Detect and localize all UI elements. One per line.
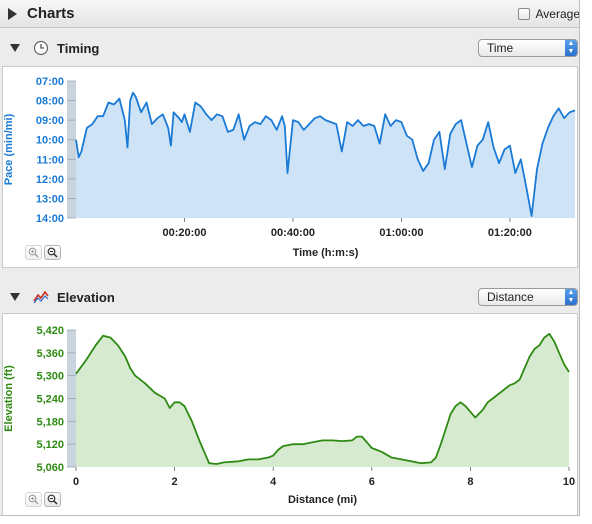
average-checkbox-group[interactable]: Average <box>517 7 580 21</box>
elevation-chart: 5,420 5,360 5,300 5,240 5,180 5,120 5,060 0 2 4 6 8… <box>3 325 575 506</box>
y-tick-label: 5,180 <box>36 416 64 428</box>
elevation-chart-panel: 5,420 5,360 5,300 5,240 5,180 5,120 5,060 0 2 4 6 8… <box>2 313 578 515</box>
y-tick-label: 09:00 <box>36 115 64 127</box>
y-tick-label: 13:00 <box>36 193 64 205</box>
y-tick-label: 10:00 <box>36 135 64 147</box>
zoom-out-icon[interactable] <box>44 245 61 260</box>
elevation-chart-icon <box>33 289 49 305</box>
collapse-triangle-icon[interactable] <box>10 293 20 301</box>
y-tick-label: 08:00 <box>36 96 64 108</box>
y-tick-label: 5,420 <box>36 325 64 337</box>
elevation-select-value: Distance <box>487 290 534 304</box>
axis-gutter <box>67 81 76 218</box>
x-tick-label: 0 <box>73 476 79 488</box>
x-tick-label: 10 <box>563 476 575 488</box>
charts-window: Charts Average Timing Time ▲ ▼ 07:00 08:00… <box>0 0 580 516</box>
x-tick-label: 00:40:00 <box>271 227 315 239</box>
timing-section-header: Timing Time ▲ ▼ <box>0 34 579 62</box>
y-tick-label: 12:00 <box>36 174 64 186</box>
series-area <box>76 92 575 218</box>
x-tick-label: 4 <box>270 476 277 488</box>
series-line <box>75 332 570 465</box>
charts-header: Charts Average <box>0 0 580 28</box>
x-tick-label: 01:20:00 <box>488 227 532 239</box>
x-tick-label: 6 <box>369 476 375 488</box>
timing-title: Timing <box>57 40 100 56</box>
y-tick-label: 11:00 <box>36 154 64 166</box>
y-tick-label: 5,120 <box>36 439 64 451</box>
x-tick-label: 8 <box>467 476 473 488</box>
zoom-in-icon[interactable] <box>25 245 42 260</box>
x-tick-label: 01:00:00 <box>379 227 423 239</box>
zoom-in-icon[interactable] <box>25 492 42 507</box>
timing-chart-panel: 07:00 08:00 09:00 10:00 11:00 12:00 13:00 14:00… <box>2 66 578 268</box>
y-tick-label: 5,300 <box>36 371 64 383</box>
y-tick-label: 5,360 <box>36 348 64 360</box>
series-area <box>76 333 569 467</box>
timing-x-axis-select[interactable]: Time ▲ ▼ <box>478 39 578 57</box>
series-line <box>75 91 576 217</box>
y-axis-label: Elevation (ft) <box>3 365 15 432</box>
y-axis-label: Pace (min/mi) <box>3 113 15 185</box>
clock-icon <box>33 40 49 56</box>
elevation-x-axis-select[interactable]: Distance ▲ ▼ <box>478 288 578 306</box>
select-arrows-icon: ▲ ▼ <box>565 40 577 56</box>
y-tick-label: 5,060 <box>36 462 64 474</box>
charts-title: Charts <box>27 5 75 22</box>
x-axis-label: Time (h:m:s) <box>293 247 359 259</box>
x-tick-label: 00:20:00 <box>162 227 206 239</box>
y-tick-label: 07:00 <box>36 76 64 88</box>
x-axis-label: Distance (mi) <box>288 494 357 506</box>
collapse-triangle-icon[interactable] <box>10 44 20 52</box>
elevation-title: Elevation <box>57 289 115 305</box>
elevation-section-header: Elevation Distance ▲ ▼ <box>0 283 579 311</box>
timing-select-value: Time <box>487 41 514 55</box>
disclosure-triangle-icon[interactable] <box>8 7 17 20</box>
timing-chart: 07:00 08:00 09:00 10:00 11:00 12:00 13:00 14:00… <box>3 76 576 259</box>
zoom-out-icon[interactable] <box>44 492 61 507</box>
average-checkbox[interactable] <box>517 8 530 20</box>
average-label: Average <box>535 7 580 21</box>
x-tick-label: 2 <box>172 476 178 488</box>
select-arrows-icon: ▲ ▼ <box>565 289 577 305</box>
y-tick-label: 5,240 <box>36 394 64 406</box>
y-tick-label: 14:00 <box>36 213 64 225</box>
